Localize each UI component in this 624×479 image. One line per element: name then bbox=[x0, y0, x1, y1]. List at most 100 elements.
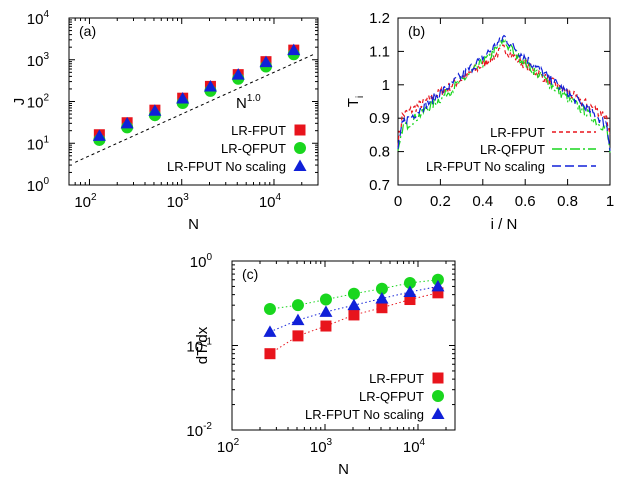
legend-marker bbox=[294, 124, 306, 136]
legend: LR-FPUT LR-QFPUT LR-FPUT No scaling bbox=[167, 123, 307, 174]
data-point bbox=[120, 116, 134, 129]
x-tick-label-exponent: 4 bbox=[420, 437, 426, 448]
x-tick-label: 102 bbox=[74, 192, 97, 211]
data-point bbox=[292, 330, 304, 342]
data-point bbox=[231, 68, 245, 80]
x-tick-label-base: 10 bbox=[403, 439, 420, 456]
data-point bbox=[263, 303, 276, 316]
y-tick-label: 0.7 bbox=[369, 177, 390, 194]
legend-marker bbox=[432, 390, 444, 402]
data-point bbox=[348, 309, 360, 321]
y-axis-label-subscript: i bbox=[355, 96, 366, 98]
series-triangle bbox=[263, 279, 445, 337]
x-tick-label-base: 10 bbox=[217, 439, 234, 456]
y-tick-label: 1.2 bbox=[369, 10, 390, 27]
x-tick-label-exponent: 3 bbox=[183, 192, 189, 203]
y-tick-label: 0.8 bbox=[369, 144, 390, 161]
data-point bbox=[432, 287, 444, 299]
legend-marker bbox=[294, 142, 306, 154]
y-tick-label-exponent: 3 bbox=[43, 51, 49, 62]
legend-label: LR-FPUT No scaling bbox=[305, 407, 424, 422]
y-axis-label: Ti bbox=[345, 96, 366, 107]
data-point bbox=[431, 279, 445, 292]
y-tick-label-base: 10 bbox=[27, 11, 44, 28]
reference-line-label: N1.0 bbox=[236, 93, 261, 112]
legend: LR-FPUT LR-QFPUT LR-FPUT No scaling bbox=[426, 125, 596, 174]
y-tick-label: 10-1 bbox=[186, 337, 212, 356]
panel-label: (a) bbox=[79, 23, 96, 39]
x-tick-label: 1 bbox=[606, 193, 614, 210]
x-tick-label: 103 bbox=[310, 437, 333, 456]
data-point bbox=[376, 302, 388, 314]
y-tick-label-exponent: 0 bbox=[43, 176, 49, 187]
x-tick-label: 0 bbox=[394, 193, 402, 210]
x-tick-label-exponent: 4 bbox=[276, 192, 282, 203]
panel-c: 102 103 10410-210-1100NdT/dx(c)LR-FPUTLR-Q… bbox=[186, 252, 456, 478]
legend-label: LR-QFPUT bbox=[221, 141, 286, 156]
x-tick-label-exponent: 2 bbox=[234, 437, 240, 448]
y-tick-label-base: 10 bbox=[27, 178, 44, 195]
y-axis-label-base: T bbox=[345, 98, 362, 107]
y-axis-label: dT/dx bbox=[194, 326, 211, 364]
x-tick-label: 0.2 bbox=[430, 193, 451, 210]
data-point bbox=[291, 299, 304, 312]
series-triangle bbox=[92, 43, 301, 141]
y-tick-label-base: 10 bbox=[27, 95, 44, 112]
data-point bbox=[259, 55, 273, 68]
data-point bbox=[347, 298, 361, 311]
x-axis-label: i / N bbox=[491, 216, 518, 233]
panel-label: (b) bbox=[408, 23, 425, 39]
x-tick-label-base: 10 bbox=[259, 194, 276, 211]
data-point bbox=[319, 305, 333, 317]
data-point bbox=[203, 80, 217, 92]
data-point bbox=[375, 282, 388, 295]
plot-frame-b bbox=[397, 17, 611, 186]
panel-label: (c) bbox=[242, 266, 258, 282]
data-point bbox=[403, 276, 416, 289]
y-tick-label-exponent: 2 bbox=[43, 93, 49, 104]
data-point bbox=[403, 285, 417, 297]
y-tick-label-base: 10 bbox=[186, 423, 203, 440]
y-tick-label: 1.1 bbox=[369, 43, 390, 60]
y-tick-label-exponent: -1 bbox=[203, 337, 212, 348]
x-tick-label: 0.6 bbox=[515, 193, 536, 210]
y-tick-label: 101 bbox=[27, 134, 50, 153]
x-tick-label-base: 10 bbox=[74, 194, 91, 211]
legend-marker bbox=[431, 407, 445, 419]
reference-line-base: N bbox=[236, 95, 247, 112]
reference-line bbox=[74, 53, 316, 163]
data-point bbox=[92, 129, 106, 141]
data-point bbox=[320, 320, 332, 332]
panel-a: 102 103 104100101102103104NJ(a)N1.0LR-FPUT… bbox=[11, 9, 319, 233]
y-tick-label-base: 10 bbox=[27, 136, 44, 153]
x-tick-label: 103 bbox=[167, 192, 190, 211]
data-point bbox=[287, 43, 301, 56]
legend-label: LR-FPUT No scaling bbox=[167, 159, 286, 174]
x-tick-label-base: 10 bbox=[310, 439, 327, 456]
x-tick-label-base: 10 bbox=[167, 194, 184, 211]
y-tick-label: 1 bbox=[382, 77, 390, 94]
data-point bbox=[176, 91, 190, 104]
y-tick-label: 100 bbox=[190, 252, 213, 271]
x-tick-label-exponent: 2 bbox=[91, 192, 97, 203]
y-tick-label-exponent: 0 bbox=[206, 252, 212, 263]
y-tick-label: 103 bbox=[27, 51, 50, 70]
y-tick-label: 10-2 bbox=[186, 421, 212, 440]
series-line bbox=[397, 34, 611, 151]
y-tick-label-exponent: 4 bbox=[43, 9, 49, 20]
series-circle bbox=[263, 273, 444, 316]
panel-b: 0 0.2 0.4 0.6 0.8 1 0.7 0.8 0.9 1 1.1 1.2 i / N Ti (b)… bbox=[345, 10, 614, 233]
data-point bbox=[431, 273, 444, 286]
y-tick-label: 0.9 bbox=[369, 110, 390, 127]
plot-frame-c bbox=[231, 260, 456, 431]
data-point bbox=[404, 294, 416, 306]
x-tick-label-exponent: 3 bbox=[327, 437, 333, 448]
x-tick-label: 104 bbox=[403, 437, 426, 456]
legend-label: LR-FPUT bbox=[369, 371, 424, 386]
data-point bbox=[375, 291, 389, 304]
y-tick-label-exponent: 1 bbox=[43, 134, 49, 145]
y-tick-label-base: 10 bbox=[27, 53, 44, 70]
y-axis-label: J bbox=[11, 98, 28, 106]
